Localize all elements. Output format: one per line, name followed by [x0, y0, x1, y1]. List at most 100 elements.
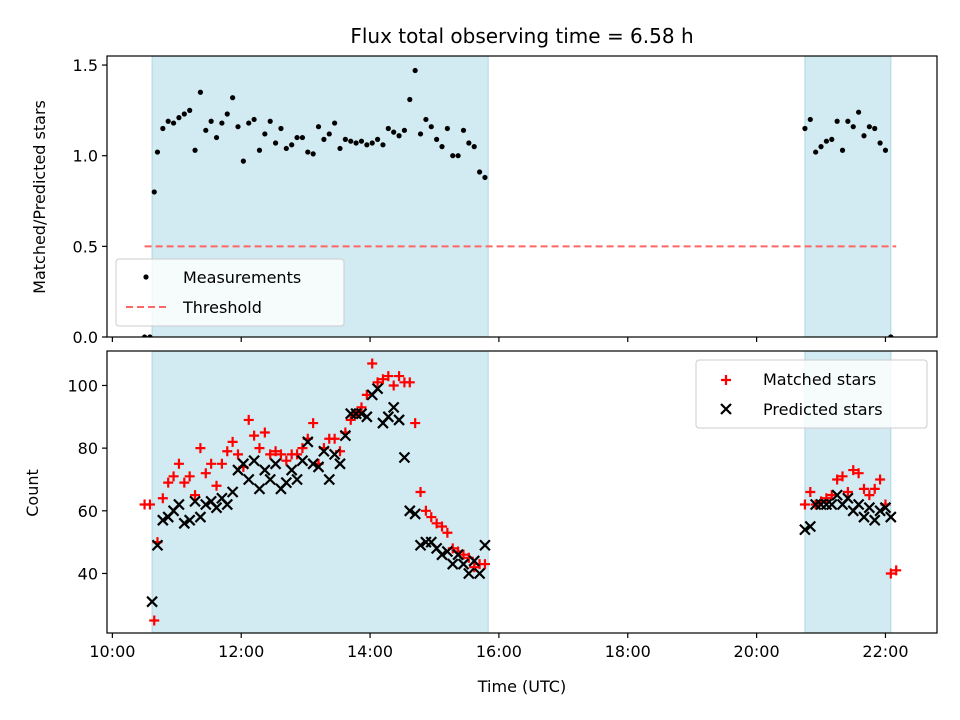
matched-star-point [149, 615, 160, 626]
measurement-point [332, 120, 338, 126]
predicted-star-point [339, 429, 352, 442]
predicted-star-point [473, 567, 486, 580]
measurement-point [866, 124, 872, 130]
predicted-star-point [302, 436, 314, 448]
measurement-point [326, 131, 332, 137]
matched-star-point [837, 471, 848, 482]
measurement-point [187, 107, 193, 113]
matched-star-point [799, 499, 810, 510]
measurement-point [444, 125, 450, 132]
measurement-point [369, 140, 375, 146]
measurement-point [203, 127, 209, 133]
predicted-star-point [361, 411, 373, 423]
measurement-point [310, 151, 316, 157]
measurement-point [213, 134, 220, 141]
legend-measurements-label: Measurements [183, 268, 301, 287]
measurement-point [364, 142, 370, 148]
measurement-point [235, 124, 241, 130]
measurement-point [861, 133, 867, 139]
measurement-point [888, 334, 894, 337]
matched-star-point [190, 490, 201, 501]
measurement-point [154, 149, 161, 155]
measurement-point [160, 125, 166, 132]
predicted-star-point [804, 520, 817, 533]
predicted-star-point [183, 514, 196, 526]
measurement-point [396, 133, 402, 139]
matched-star-point [853, 468, 864, 479]
predicted-star-point [874, 505, 886, 517]
predicted-star-point [457, 558, 470, 570]
measurement-point [267, 118, 273, 124]
matched-star-point [394, 371, 405, 382]
predicted-star-point [242, 473, 255, 486]
measurement-point [476, 169, 483, 175]
matched-star-point [891, 565, 902, 576]
predicted-star-point [285, 464, 298, 476]
measurement-point [407, 96, 413, 103]
predicted-star-point [296, 454, 309, 467]
matched-star-point [270, 446, 281, 457]
measurement-point [823, 138, 830, 144]
measurement-point [358, 138, 365, 144]
measurement-point [845, 118, 851, 124]
predicted-star-point [842, 492, 854, 505]
matched-star-point [297, 443, 308, 454]
measurement-point [272, 140, 279, 146]
matched-star-point [842, 487, 853, 497]
measurement-point [872, 125, 878, 132]
predicted-star-point [831, 489, 843, 501]
y-tick-label: 80 [78, 439, 98, 458]
legend-matched-label: Matched stars [763, 370, 876, 389]
predicted-star-point [479, 539, 491, 552]
measurement-point [208, 118, 214, 124]
bottom-panel: 40 60 80 100 10:00 12:00 14:00 16:00 18:00 20:00 2… [67, 350, 938, 661]
measurement-point [305, 149, 311, 155]
matched-star-point [216, 458, 227, 469]
predicted-star-point [248, 454, 260, 467]
predicted-star-point [323, 473, 336, 486]
predicted-star-point [441, 545, 454, 558]
legend-matched-marker [721, 375, 731, 385]
predicted-star-point [868, 514, 881, 526]
plot-frame [106, 350, 938, 634]
matched-star-point [848, 465, 859, 476]
measurement-point [391, 129, 397, 135]
measurement-point [315, 124, 322, 130]
matched-star-point [372, 377, 383, 388]
measurement-point [289, 142, 295, 148]
predicted-star-point [291, 473, 303, 486]
measurement-point [176, 115, 182, 121]
predicted-star-point [210, 501, 223, 514]
measurement-point [423, 116, 429, 123]
measurement-point [170, 120, 177, 126]
predicted-star-point [852, 498, 865, 511]
x-tick-label: 16:00 [476, 642, 522, 661]
measurement-point [181, 111, 187, 117]
x-tick-label: 20:00 [734, 642, 780, 661]
x-tick-label: 10:00 [89, 642, 135, 661]
predicted-star-point [463, 567, 475, 580]
measurement-point [417, 131, 424, 137]
predicted-star-point [189, 495, 201, 508]
matched-star-point [345, 414, 356, 425]
measurement-point [856, 109, 862, 115]
observing-window-band [151, 350, 489, 634]
matched-star-point [168, 471, 179, 482]
matched-star-point [458, 549, 469, 560]
matched-star-point [173, 458, 184, 469]
predicted-star-point [280, 476, 293, 489]
measurement-point [450, 153, 456, 159]
predicted-star-point [237, 458, 250, 470]
measurement-point [466, 140, 472, 146]
measurement-point [219, 120, 225, 126]
matched-star-point [383, 371, 394, 382]
measurement-point [224, 111, 230, 117]
measurement-point [850, 124, 856, 130]
matched-star-point [864, 490, 875, 501]
matched-star-point [420, 505, 431, 516]
measurement-point [278, 125, 284, 132]
matched-star-point [356, 402, 367, 413]
y-tick-label: 60 [78, 502, 98, 521]
measurement-point [829, 136, 835, 142]
